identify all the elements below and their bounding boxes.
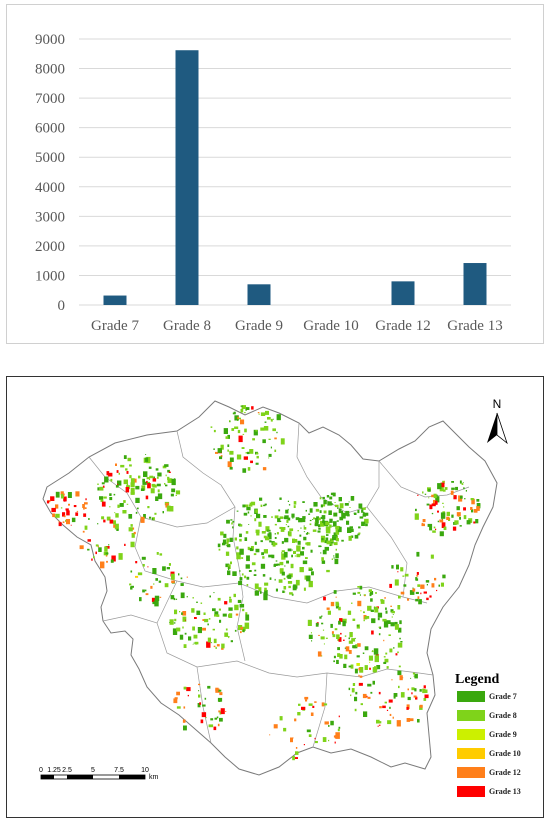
scale-label: 1.25	[47, 767, 61, 774]
x-axis-ticks: Grade 7 Grade 8 Grade 9 Grade 10 Grade 12 Gra…	[91, 318, 503, 334]
legend-title: Legend	[455, 672, 500, 687]
x-tick-label: Grade 8	[163, 318, 211, 334]
scale-label: 2.5	[62, 767, 72, 774]
y-tick-label: 8000	[35, 62, 65, 78]
scale-label: 0	[39, 767, 43, 774]
bars	[103, 50, 487, 305]
y-tick-label: 2000	[35, 239, 65, 255]
gridlines	[79, 38, 511, 306]
grade-distribution-map: N Legend Grade 7 Grade 8 Grade 9 Grade 10 Gr…	[6, 376, 544, 818]
scale-label: 10	[141, 767, 149, 774]
y-tick-label: 5000	[35, 150, 65, 166]
legend-swatch	[457, 710, 485, 721]
land-grade-patches	[46, 405, 481, 761]
scale-unit: km	[149, 774, 159, 781]
legend-label: Grade 7	[489, 692, 517, 701]
x-tick-label: Grade 10	[303, 318, 358, 334]
y-tick-label: 9000	[35, 32, 65, 48]
y-tick-label: 7000	[35, 91, 65, 107]
svg-text:N: N	[493, 397, 502, 411]
bar-chart: 0 1000 2000 3000 4000 5000 6000 7000 8000 9000 Gr…	[35, 32, 511, 334]
legend-label: Grade 13	[489, 787, 521, 796]
study-area-boundary	[42, 400, 498, 776]
legend-swatch	[457, 691, 485, 702]
legend-swatch	[457, 767, 485, 778]
y-tick-label: 1000	[35, 268, 65, 284]
x-tick-label: Grade 7	[91, 318, 139, 334]
x-tick-label: Grade 12	[375, 318, 430, 334]
bar-grade-12	[391, 281, 415, 305]
scale-label: 5	[91, 767, 95, 774]
y-tick-label: 3000	[35, 209, 65, 225]
y-tick-label: 6000	[35, 121, 65, 137]
legend-label: Grade 8	[489, 711, 517, 720]
bar-grade-13	[463, 263, 487, 305]
legend-label: Grade 9	[489, 730, 517, 739]
bar-grade-7	[103, 295, 127, 305]
legend-label: Grade 12	[489, 768, 521, 777]
bar-chart-panel: 0 1000 2000 3000 4000 5000 6000 7000 8000 9000 Gr…	[6, 4, 544, 344]
x-tick-label: Grade 9	[235, 318, 283, 334]
bar-grade-9	[247, 284, 271, 305]
y-axis-ticks: 0 1000 2000 3000 4000 5000 6000 7000 8000 9000	[35, 32, 65, 314]
legend-swatch	[457, 748, 485, 759]
scale-label: 7.5	[114, 767, 124, 774]
bar-grade-8	[175, 50, 199, 305]
map-legend: Legend Grade 7 Grade 8 Grade 9 Grade 10 Grad…	[455, 672, 521, 797]
y-tick-label: 0	[58, 298, 66, 314]
legend-swatch	[457, 729, 485, 740]
y-tick-label: 4000	[35, 180, 65, 196]
legend-label: Grade 10	[489, 749, 521, 758]
legend-swatch	[457, 786, 485, 797]
north-arrow-icon: N	[487, 397, 508, 445]
x-tick-label: Grade 13	[447, 318, 502, 334]
